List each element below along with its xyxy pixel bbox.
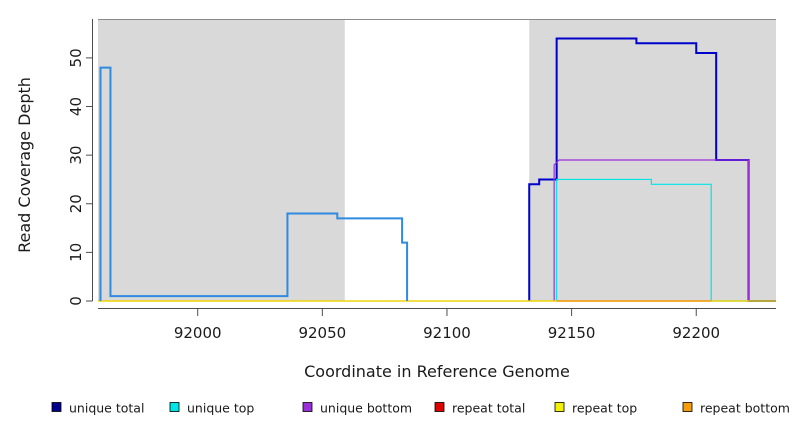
x-axis: 92000 92050 92100 92150 92200 <box>98 308 776 342</box>
y-axis-title: Read Coverage Depth <box>15 77 34 253</box>
x-tick-label-92200: 92200 <box>672 324 720 342</box>
y-tick-label-40: 40 <box>67 97 85 116</box>
series-lines <box>98 37 776 302</box>
legend-swatch-unique-bottom <box>302 402 313 412</box>
y-tick-label-0: 0 <box>67 296 85 306</box>
legend-swatch-unique-total <box>51 402 62 412</box>
shaded-region-0 <box>98 19 345 301</box>
legend-swatch-unique-top <box>169 402 180 412</box>
legend-swatch-repeat-total <box>434 402 445 412</box>
x-tick-label-92100: 92100 <box>423 324 471 342</box>
legend-label-repeat-total: repeat total <box>452 401 525 416</box>
y-tick-label-20: 20 <box>67 194 85 213</box>
y-tick-label-30: 30 <box>67 146 85 165</box>
legend-label-unique-total: unique total <box>69 401 144 416</box>
legend-label-unique-top: unique top <box>187 401 254 416</box>
x-axis-title: Coordinate in Reference Genome <box>304 362 570 381</box>
x-tick-label-92000: 92000 <box>174 324 222 342</box>
y-tick-label-50: 50 <box>67 48 85 67</box>
legend-label-repeat-bottom: repeat bottom <box>700 401 790 416</box>
y-axis: 0 10 20 30 40 50 <box>67 19 93 306</box>
series-coverage-left-block <box>99 66 409 301</box>
legend-swatch-repeat-top <box>554 402 565 412</box>
legend-label-repeat-top: repeat top <box>572 401 637 416</box>
legend-label-unique-bottom: unique bottom <box>320 401 412 416</box>
legend-swatch-repeat-bottom <box>682 402 693 412</box>
x-tick-label-92150: 92150 <box>548 324 596 342</box>
x-tick-label-92050: 92050 <box>298 324 346 342</box>
chart-legend: unique total unique top unique bottom repea… <box>51 401 790 416</box>
y-tick-label-10: 10 <box>67 243 85 262</box>
